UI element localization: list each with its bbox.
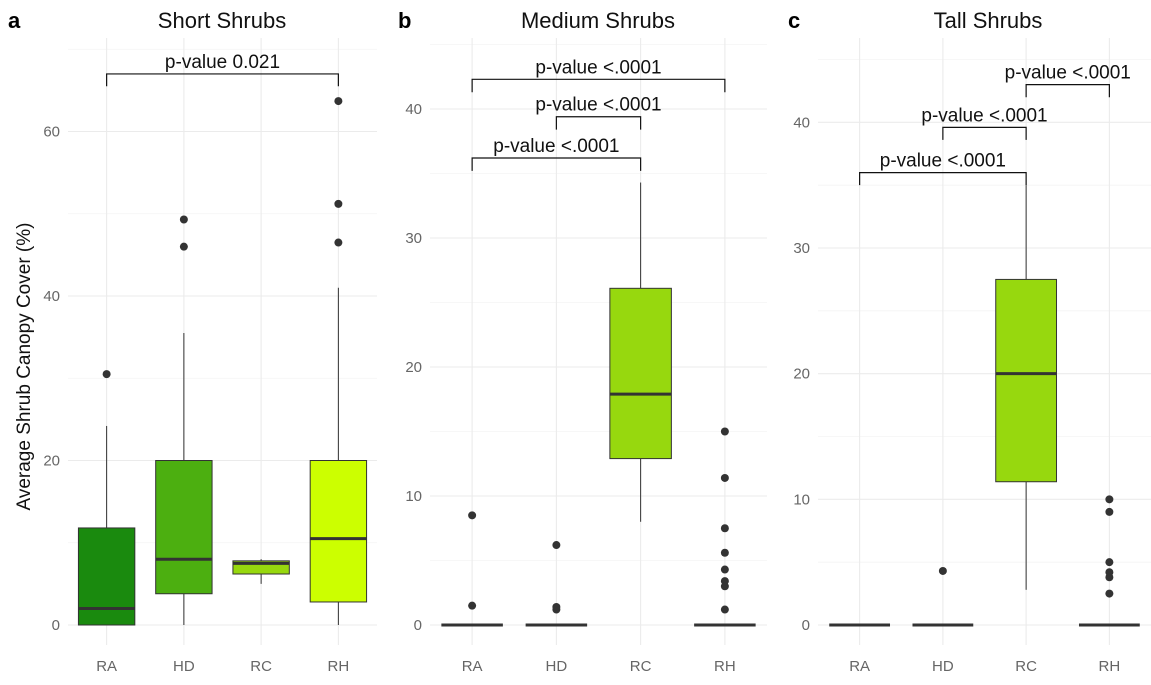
outlier-point [720,524,729,533]
y-tick-label: 40 [793,114,810,131]
significance-bracket: p-value <.0001 [535,95,662,130]
box-HD [912,566,974,627]
y-tick-label: 20 [405,359,422,376]
y-tick-label: 0 [414,617,422,634]
significance-bracket: p-value <.0001 [471,57,726,93]
y-tick-label: 10 [793,491,810,508]
panel-title: Short Shrubs [158,8,286,33]
x-tick-label: RC [250,658,272,675]
box-RC [995,185,1058,590]
x-tick-label: RH [1099,658,1121,675]
y-axis-label: Average Shrub Canopy Cover (%) [14,223,35,511]
x-tick-label: HD [932,658,954,675]
y-tick-label: 10 [405,488,422,505]
x-tick-label: RH [714,658,736,675]
outlier-point [334,238,343,247]
box-body [609,287,672,460]
box-body [77,527,136,626]
bracket-line [471,78,726,93]
outlier-point [1105,507,1114,516]
outlier-point [720,548,729,557]
outlier-point [179,215,188,224]
outlier-point [1105,558,1114,567]
significance-bracket: p-value <.0001 [471,136,642,171]
x-tick-label: RH [328,658,350,675]
box-body [309,460,368,603]
x-tick-label: HD [546,658,568,675]
panel-letter: a [8,8,21,33]
y-tick-label: 0 [802,617,810,634]
bracket-line [942,126,1027,140]
y-tick-label: 20 [793,366,810,383]
outlier-point [938,566,947,575]
y-tick-label: 40 [43,288,60,305]
grid [430,38,767,645]
outlier-point [1105,568,1114,577]
box-RA [77,370,136,626]
y-tick-label: 0 [52,617,60,634]
p-value-label: p-value <.0001 [535,57,661,78]
outlier-point [720,577,729,586]
outlier-point [720,427,729,436]
box-body [155,460,213,595]
outlier-point [720,605,729,614]
box-RH [1078,495,1140,627]
y-tick-label: 30 [793,240,810,257]
panel-a: 0 20 40 60 RA HD RC RH p-value 0.021 Short Shrubs… [8,8,377,675]
x-tick-label: RC [1015,658,1037,675]
p-value-label: p-value <.0001 [535,95,661,116]
box-body [995,278,1058,483]
p-value-label: p-value <.0001 [1005,63,1131,84]
outlier-point [102,370,111,379]
box-HD [525,541,588,627]
bracket-line [1025,84,1110,98]
panel-title: Medium Shrubs [521,8,675,33]
y-tick-label: 20 [43,453,60,470]
box-RA [441,511,503,627]
panel-letter: c [788,8,800,33]
box-RH [309,97,368,625]
p-value-label: p-value 0.021 [165,52,280,73]
box-RH [694,427,756,627]
outlier-point [1105,589,1114,598]
panel-c: 0 10 20 30 40 RA HD RC RH p-value <.0001 p-value <… [788,8,1151,675]
panel-letter: b [398,8,411,33]
bracket-line [555,116,642,130]
p-value-label: p-value <.0001 [493,136,619,157]
box-RC [232,559,290,584]
bracket-line [859,172,1027,186]
outlier-point [468,511,477,520]
x-tick-label: HD [173,658,195,675]
outlier-point [720,565,729,574]
outlier-point [179,242,188,251]
y-tick-label: 40 [405,101,422,118]
outlier-point [552,541,561,550]
outlier-point [720,473,729,482]
box-HD [155,215,213,625]
outlier-point [334,199,343,208]
significance-bracket: p-value <.0001 [859,151,1027,186]
p-value-label: p-value <.0001 [880,151,1006,172]
outlier-point [334,97,343,106]
bracket-line [471,157,642,171]
grid [818,38,1151,645]
x-tick-label: RA [96,658,117,675]
significance-bracket: p-value 0.021 [106,52,339,87]
p-value-label: p-value <.0001 [921,105,1047,126]
outlier-point [468,601,477,610]
x-tick-label: RA [462,658,483,675]
x-tick-label: RC [630,658,652,675]
panel-b: 0 10 20 30 40 RA HD RC RH p-value <.0001 p-value <… [398,8,767,675]
outlier-point [1105,495,1114,504]
outlier-point [552,602,561,611]
significance-bracket: p-value <.0001 [921,105,1048,140]
bracket-line [106,73,339,87]
y-tick-label: 60 [43,124,60,141]
panel-title: Tall Shrubs [934,8,1043,33]
x-tick-label: RA [849,658,870,675]
box-RC [609,182,672,522]
y-tick-label: 30 [405,230,422,247]
significance-bracket: p-value <.0001 [1005,63,1131,98]
